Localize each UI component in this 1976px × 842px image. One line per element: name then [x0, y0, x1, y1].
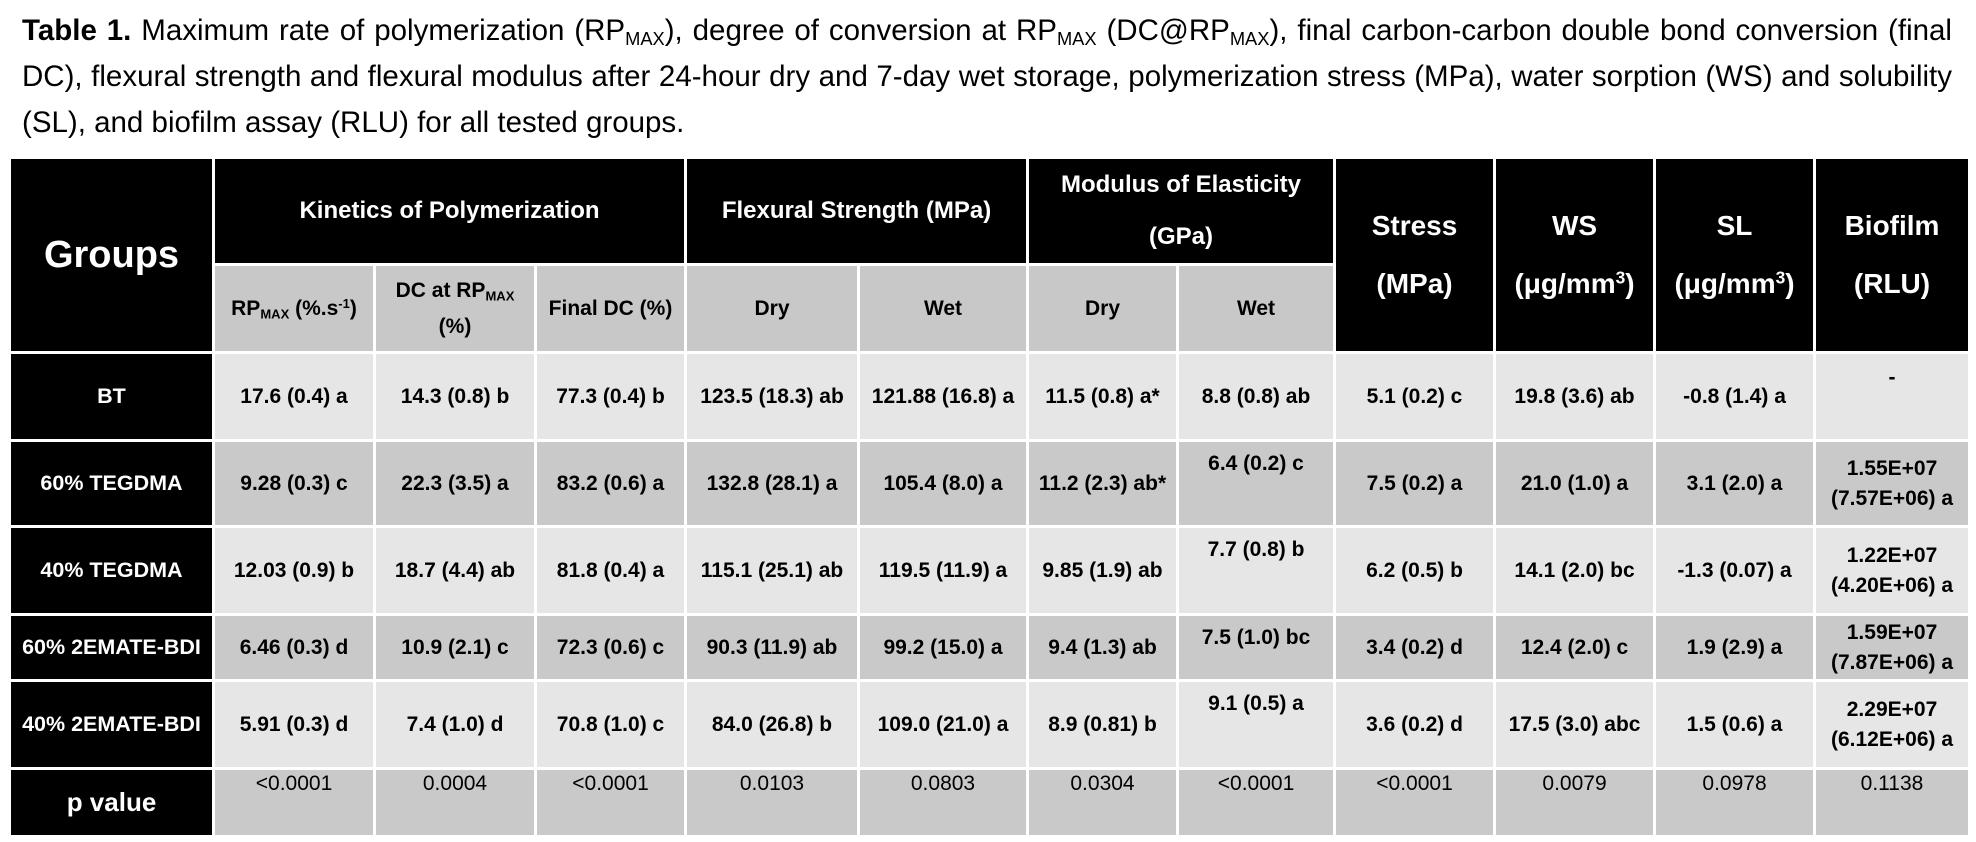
header-modulus: Modulus of Elasticity (GPa) [1025, 156, 1337, 266]
subheader-fs-dry: Dry [684, 263, 860, 354]
header-stress: Stress (MPa) [1333, 156, 1497, 354]
cell-fs-dry: 132.8 (28.1) a [684, 439, 860, 528]
subheader-me-wet: Wet [1175, 263, 1337, 354]
cell-fs-dry: 115.1 (25.1) ab [684, 525, 860, 616]
cell-sl: -0.8 (1.4) a [1653, 351, 1817, 442]
cell-dc: 18.7 (4.4) ab [373, 525, 537, 616]
header-sl: SL (μg/mm3) [1653, 156, 1817, 354]
pvalue-row: p value <0.0001 0.0004 <0.0001 0.0103 0.… [8, 767, 1972, 838]
cell-rpmax: 5.91 (0.3) d [212, 679, 376, 770]
pvalue-sl: 0.0978 [1653, 767, 1817, 838]
pvalue-ws: 0.0079 [1493, 767, 1657, 838]
cell-me-wet: 8.8 (0.8) ab [1175, 351, 1337, 442]
cell-fs-wet: 121.88 (16.8) a [857, 351, 1029, 442]
cell-stress: 3.4 (0.2) d [1333, 613, 1497, 682]
pvalue-dc: 0.0004 [373, 767, 537, 838]
cell-fs-dry: 90.3 (11.9) ab [684, 613, 860, 682]
table-row: 60% TEGDMA 9.28 (0.3) c 22.3 (3.5) a 83.… [8, 439, 1972, 528]
cell-ws: 12.4 (2.0) c [1493, 613, 1657, 682]
cell-fs-dry: 123.5 (18.3) ab [684, 351, 860, 442]
cell-me-wet: 7.5 (1.0) bc [1175, 613, 1337, 682]
header-kinetics: Kinetics of Polymerization [212, 156, 687, 266]
pvalue-me-dry: 0.0304 [1026, 767, 1179, 838]
cell-biofilm: 2.29E+07 (6.12E+06) a [1813, 679, 1972, 770]
cell-me-dry: 9.85 (1.9) ab [1026, 525, 1179, 616]
cell-rpmax: 6.46 (0.3) d [212, 613, 376, 682]
cell-sl: 1.9 (2.9) a [1653, 613, 1817, 682]
header-ws: WS (μg/mm3) [1493, 156, 1657, 354]
cell-me-dry: 11.2 (2.3) ab* [1026, 439, 1179, 528]
row-label: 40% 2EMATE-BDI [8, 679, 215, 770]
cell-final-dc: 72.3 (0.6) c [534, 613, 687, 682]
cell-fs-wet: 119.5 (11.9) a [857, 525, 1029, 616]
row-label: BT [8, 351, 215, 442]
cell-final-dc: 70.8 (1.0) c [534, 679, 687, 770]
pvalue-final-dc: <0.0001 [534, 767, 687, 838]
cell-final-dc: 83.2 (0.6) a [534, 439, 687, 528]
cell-sl: 3.1 (2.0) a [1653, 439, 1817, 528]
row-label: 60% TEGDMA [8, 439, 215, 528]
subheader-rpmax: RPMAX (%.s-1) [212, 263, 376, 354]
cell-me-wet: 6.4 (0.2) c [1175, 439, 1337, 528]
cell-biofilm: 1.22E+07 (4.20E+06) a [1813, 525, 1972, 616]
cell-biofilm: 1.59E+07 (7.87E+06) a [1813, 613, 1972, 682]
row-label: 60% 2EMATE-BDI [8, 613, 215, 682]
pvalue-fs-dry: 0.0103 [684, 767, 860, 838]
subheader-me-dry: Dry [1026, 263, 1179, 354]
cell-me-dry: 9.4 (1.3) ab [1026, 613, 1179, 682]
cell-me-wet: 7.7 (0.8) b [1175, 525, 1337, 616]
subheader-fs-wet: Wet [857, 263, 1029, 354]
subheader-final-dc: Final DC (%) [534, 263, 687, 354]
cell-rpmax: 12.03 (0.9) b [212, 525, 376, 616]
cell-ws: 19.8 (3.6) ab [1493, 351, 1657, 442]
cell-rpmax: 17.6 (0.4) a [212, 351, 376, 442]
cell-fs-wet: 109.0 (21.0) a [857, 679, 1029, 770]
pvalue-me-wet: <0.0001 [1175, 767, 1337, 838]
caption-label: Table 1. [22, 14, 132, 47]
table-caption: Table 1. Maximum rate of polymerization … [22, 14, 1952, 139]
pvalue-label: p value [8, 767, 215, 838]
row-label: 40% TEGDMA [8, 525, 215, 616]
results-table: Groups Kinetics of Polymerization Flexur… [8, 156, 1972, 838]
cell-me-wet: 9.1 (0.5) a [1175, 679, 1337, 770]
cell-dc: 22.3 (3.5) a [373, 439, 537, 528]
cell-stress: 3.6 (0.2) d [1333, 679, 1497, 770]
table-row: 40% TEGDMA 12.03 (0.9) b 18.7 (4.4) ab 8… [8, 525, 1972, 616]
subheader-dc-at-rpmax: DC at RPMAX (%) [373, 263, 537, 354]
pvalue-stress: <0.0001 [1333, 767, 1497, 838]
cell-me-dry: 8.9 (0.81) b [1026, 679, 1179, 770]
pvalue-rpmax: <0.0001 [212, 767, 376, 838]
cell-biofilm: 1.55E+07 (7.57E+06) a [1813, 439, 1972, 528]
cell-final-dc: 77.3 (0.4) b [534, 351, 687, 442]
cell-stress: 5.1 (0.2) c [1333, 351, 1497, 442]
pvalue-fs-wet: 0.0803 [857, 767, 1029, 838]
table-row: 40% 2EMATE-BDI 5.91 (0.3) d 7.4 (1.0) d … [8, 679, 1972, 770]
cell-fs-wet: 99.2 (15.0) a [857, 613, 1029, 682]
cell-stress: 7.5 (0.2) a [1333, 439, 1497, 528]
header-biofilm: Biofilm (RLU) [1813, 156, 1972, 354]
cell-dc: 14.3 (0.8) b [373, 351, 537, 442]
cell-sl: 1.5 (0.6) a [1653, 679, 1817, 770]
table-row: 60% 2EMATE-BDI 6.46 (0.3) d 10.9 (2.1) c… [8, 613, 1972, 682]
cell-final-dc: 81.8 (0.4) a [534, 525, 687, 616]
cell-fs-wet: 105.4 (8.0) a [857, 439, 1029, 528]
cell-sl: -1.3 (0.07) a [1653, 525, 1817, 616]
header-groups: Groups [8, 156, 215, 354]
table-row: BT 17.6 (0.4) a 14.3 (0.8) b 77.3 (0.4) … [8, 351, 1972, 442]
cell-fs-dry: 84.0 (26.8) b [684, 679, 860, 770]
header-flexural-strength: Flexural Strength (MPa) [684, 156, 1029, 266]
cell-stress: 6.2 (0.5) b [1333, 525, 1497, 616]
cell-ws: 14.1 (2.0) bc [1493, 525, 1657, 616]
cell-me-dry: 11.5 (0.8) a* [1026, 351, 1179, 442]
cell-ws: 17.5 (3.0) abc [1493, 679, 1657, 770]
pvalue-biofilm: 0.1138 [1813, 767, 1972, 838]
cell-rpmax: 9.28 (0.3) c [212, 439, 376, 528]
cell-dc: 7.4 (1.0) d [373, 679, 537, 770]
cell-dc: 10.9 (2.1) c [373, 613, 537, 682]
cell-biofilm: - [1813, 351, 1972, 442]
cell-ws: 21.0 (1.0) a [1493, 439, 1657, 528]
